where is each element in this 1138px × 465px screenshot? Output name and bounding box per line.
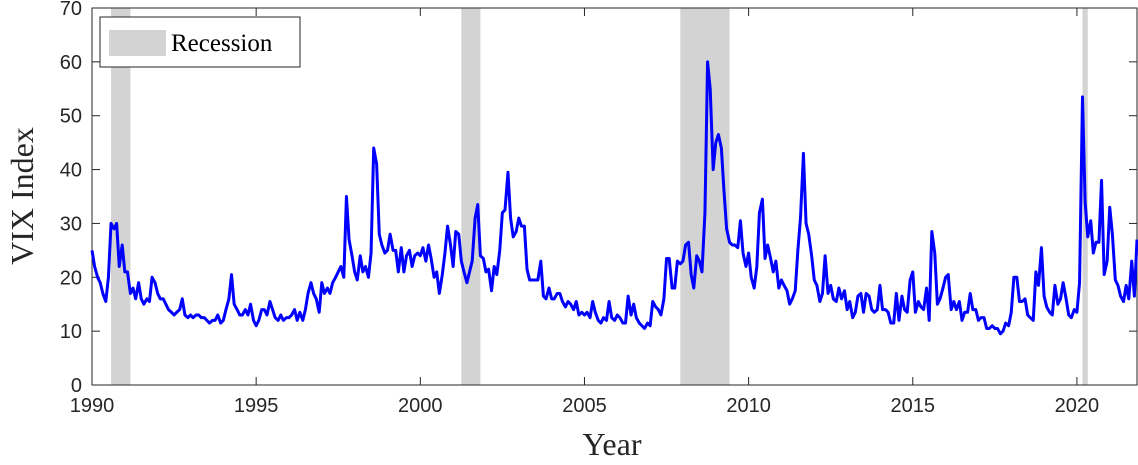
y-tick-label: 60 bbox=[60, 52, 82, 74]
legend: Recession bbox=[99, 16, 301, 68]
x-tick-label: 2015 bbox=[891, 395, 936, 417]
x-tick-label: 1990 bbox=[70, 395, 115, 417]
x-tick-label: 1995 bbox=[234, 395, 279, 417]
legend-swatch bbox=[109, 30, 166, 56]
y-tick-label: 20 bbox=[60, 267, 82, 289]
y-tick-label: 50 bbox=[60, 106, 82, 128]
x-tick-label: 2000 bbox=[398, 395, 443, 417]
y-tick-label: 10 bbox=[60, 321, 82, 343]
y-tick-label: 0 bbox=[71, 375, 82, 397]
recession-band bbox=[461, 8, 481, 385]
x-axis-label: Year bbox=[583, 426, 642, 462]
plot-frame bbox=[91, 7, 1138, 386]
x-tick-label: 2005 bbox=[562, 395, 607, 417]
y-tick-label: 70 bbox=[60, 0, 82, 20]
recession-band bbox=[111, 8, 131, 385]
x-tick-label: 2020 bbox=[1055, 395, 1100, 417]
x-tick-label: 2010 bbox=[726, 395, 771, 417]
axes: 1990 1995 2000 2005 2010 2015 2020 0 10 20 30 40 50 6… bbox=[60, 0, 1138, 417]
vix-line bbox=[90, 60, 1138, 336]
y-axis-label: VIX Index bbox=[4, 127, 40, 265]
legend-label: Recession bbox=[171, 30, 273, 57]
y-tick-label: 30 bbox=[60, 213, 82, 235]
lines bbox=[90, 60, 1138, 336]
y-tick-label: 40 bbox=[60, 160, 82, 182]
